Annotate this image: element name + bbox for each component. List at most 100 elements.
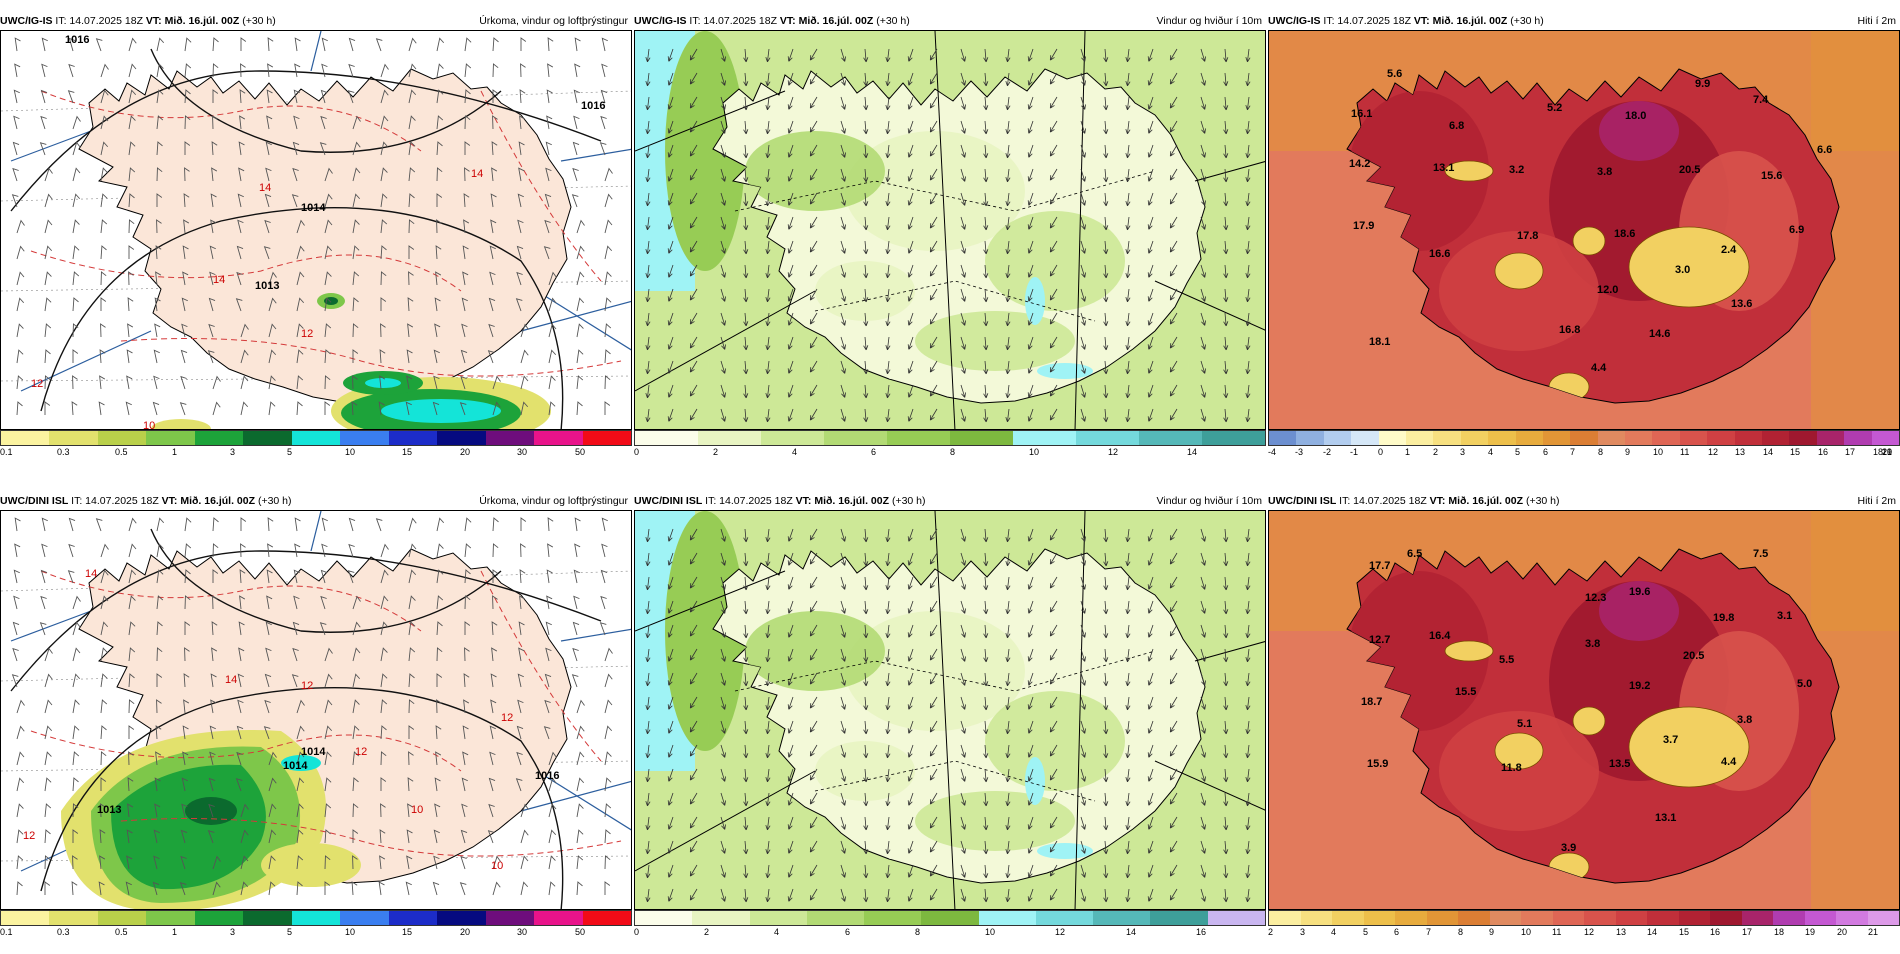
map-value-label: 13.5 [1609, 758, 1630, 770]
map-value-label: 14 [259, 182, 271, 194]
colorbar-tick-label: 14 [1126, 927, 1137, 937]
colorbar-swatch [1789, 431, 1817, 445]
map-value-label: 14 [85, 568, 97, 580]
colorbar-tick-label: -1 [1350, 447, 1359, 457]
colorbar-swatch [887, 431, 950, 445]
colorbar-swatch [1458, 911, 1490, 925]
colorbar-tick-label: 13 [1616, 927, 1627, 937]
map-value-label: 3.7 [1663, 734, 1678, 746]
colorbar-tick-label: 5 [287, 447, 293, 457]
colorbar-swatch [194, 431, 244, 445]
map-value-label: 9.9 [1695, 78, 1710, 90]
lead-time: (+30 h) [1510, 15, 1544, 27]
valid-time: VT: Mið. 16.júl. 00Z [1413, 15, 1508, 27]
forecast-map[interactable]: 1014 1014 1013 1016 14 14 12 12 12 10 10 12 [0, 510, 632, 910]
colorbar-swatch [749, 911, 807, 925]
colorbar-tick-label: 0 [634, 927, 640, 937]
colorbar-swatch [1570, 431, 1598, 445]
colorbar-tick-label: 17 [1845, 447, 1856, 457]
map-value-label: 5.2 [1547, 102, 1562, 114]
colorbar-tick-label: 21 [1868, 927, 1879, 937]
init-time: IT: 14.07.2025 18Z [71, 495, 159, 507]
colorbar-swatch [1, 911, 50, 925]
map-value-label: 17.9 [1353, 220, 1374, 232]
colorbar-tick-label: 3 [230, 447, 236, 457]
map-value-label: 16.8 [1559, 324, 1580, 336]
colorbar-swatch [978, 911, 1036, 925]
forecast-map[interactable] [634, 510, 1266, 910]
map-value-label: 15.6 [1761, 170, 1782, 182]
colorbar: -4 -3 -2 -1 0 1 2 3 4 5 6 7 8 9 10 11 12 13 14 15 16 17 18 19 20… [1268, 430, 1900, 460]
colorbar-swatch [49, 431, 98, 445]
forecast-map[interactable]: 5.6 9.9 7.4 16.1 6.8 5.2 18.0 6.6 14.2 13.1 3.2 3.8… [1268, 30, 1900, 430]
forecast-map[interactable]: 17.7 6.5 7.5 16.4 12.3 19.6 12.7 19.8 3.1 5.5 3.8 2… [1268, 510, 1900, 910]
forecast-map[interactable] [634, 30, 1266, 430]
colorbar-swatch [437, 911, 486, 925]
map-value-label: 12 [301, 680, 313, 692]
colorbar-tick-label: 21 [1882, 447, 1893, 457]
colorbar-swatch [340, 911, 389, 925]
colorbar-tick-label: 7 [1426, 927, 1432, 937]
forecast-panel-precip: UWC/DINI ISL IT: 14.07.2025 18Z VT: Mið.… [0, 492, 632, 954]
colorbar-tick-label: 50 [575, 447, 586, 457]
colorbar-swatch [437, 431, 486, 445]
colorbar-tick-label: 14 [1647, 927, 1658, 937]
colorbar-swatch [1804, 911, 1836, 925]
colorbar-tick-label: 10 [1029, 447, 1040, 457]
colorbar-tick-label: 19 [1882, 447, 1893, 457]
colorbar-swatch [698, 431, 761, 445]
colorbar-tick-label: 8 [1458, 927, 1464, 937]
colorbar-swatch [824, 431, 887, 445]
colorbar-swatch [1615, 911, 1647, 925]
colorbar-tick-label: 4 [774, 927, 780, 937]
colorbar-swatch [1710, 911, 1742, 925]
colorbar-swatch [243, 431, 292, 445]
panel-header: UWC/IG-IS IT: 14.07.2025 18Z VT: Mið. 16… [1268, 12, 1900, 30]
map-value-label: 12 [23, 830, 35, 842]
colorbar-swatch [1734, 431, 1763, 445]
colorbar-swatch [1597, 431, 1626, 445]
colorbar-tick-label: 6 [1543, 447, 1549, 457]
field-title: Vindur og hviður í 10m [1156, 15, 1262, 27]
field-title: Úrkoma, vindur og loftþrýstingur [479, 15, 628, 27]
colorbar-swatch [1816, 431, 1845, 445]
colorbar-swatch [1035, 911, 1094, 925]
forecast-panel-wind: UWC/DINI ISL IT: 14.07.2025 18Z VT: Mið.… [634, 492, 1266, 954]
map-value-label: 6.6 [1817, 144, 1832, 156]
map-value-label: 3.2 [1509, 164, 1524, 176]
colorbar-tick-label: 13 [1735, 447, 1746, 457]
init-time: IT: 14.07.2025 18Z [689, 15, 777, 27]
colorbar-swatch [194, 911, 244, 925]
colorbar-swatch [340, 431, 389, 445]
colorbar-swatch [1521, 911, 1553, 925]
map-value-label: 14.6 [1649, 328, 1670, 340]
map-value-label: 5.1 [1517, 718, 1532, 730]
colorbar-tick-label: 8 [950, 447, 956, 457]
colorbar-swatch [950, 431, 1013, 445]
colorbar-swatch [1363, 911, 1395, 925]
colorbar-swatch [291, 431, 341, 445]
colorbar-swatch [1460, 431, 1489, 445]
field-title: Úrkoma, vindur og loftþrýstingur [479, 495, 628, 507]
colorbar-swatch [1773, 911, 1805, 925]
colorbar-swatch [1836, 911, 1868, 925]
colorbar: 0.1 0.3 0.5 1 3 5 10 15 20 30 50 [0, 910, 632, 940]
colorbar-swatch [1269, 911, 1301, 925]
map-value-label: 1014 [283, 760, 308, 772]
colorbar-swatch [1488, 431, 1516, 445]
colorbar-swatch [1405, 431, 1434, 445]
colorbar-swatch [864, 911, 922, 925]
map-value-label: 19.2 [1629, 680, 1650, 692]
colorbar-swatch [485, 431, 535, 445]
colorbar-tick-label: 4 [1331, 927, 1337, 937]
colorbar: 0 2 4 6 8 10 12 14 16 [634, 910, 1266, 940]
colorbar-tick-label: 12 [1584, 927, 1595, 937]
colorbar-swatch [1351, 431, 1379, 445]
map-value-label: 1016 [65, 34, 89, 46]
map-value-label: 16.1 [1351, 108, 1372, 120]
forecast-map[interactable]: 1016 1016 1013 1014 14 14 14 12 12 10 [0, 30, 632, 430]
colorbar-swatch [1013, 431, 1076, 445]
colorbar-tick-label: 19 [1805, 927, 1816, 937]
map-value-label: 10 [411, 804, 423, 816]
init-time: IT: 14.07.2025 18Z [1339, 495, 1427, 507]
